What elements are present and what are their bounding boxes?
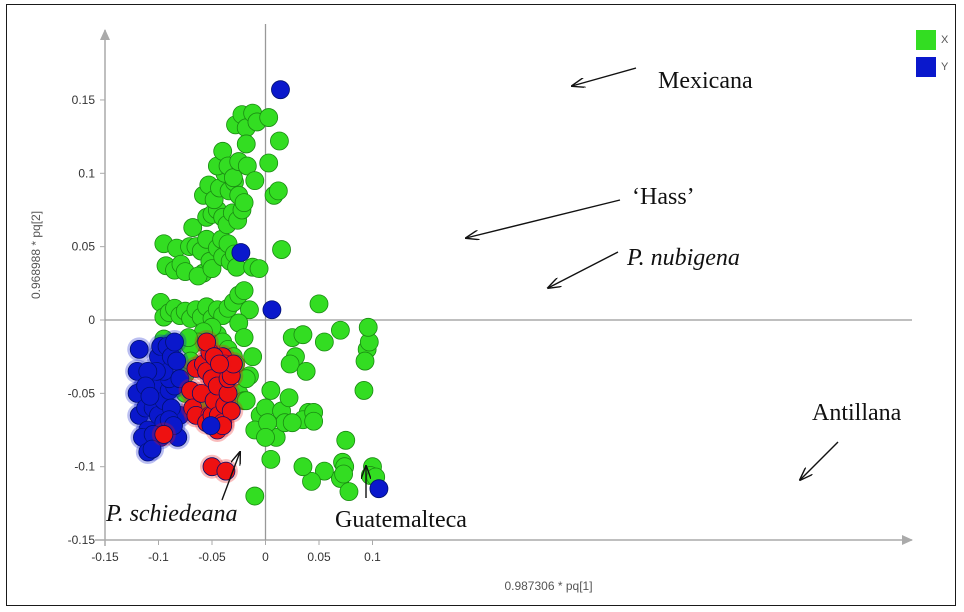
- data-point: [314, 332, 334, 352]
- data-point: [271, 80, 290, 100]
- y-tick-label: -0.15: [68, 533, 96, 547]
- x-axis-title: 0.987306 * pq[1]: [504, 579, 592, 593]
- data-point: [129, 339, 149, 359]
- data-point: [236, 391, 256, 411]
- y-tick-label: -0.05: [68, 386, 96, 400]
- data-point: [142, 439, 162, 459]
- x-tick-label: 0.05: [307, 550, 331, 564]
- data-point: [201, 416, 221, 436]
- annotation-arrow: [466, 199, 621, 238]
- x-tick-label: -0.1: [148, 550, 169, 564]
- data-point: [270, 131, 289, 151]
- x-tick-label: -0.15: [91, 550, 119, 564]
- legend-label: Y: [941, 61, 949, 73]
- data-point: [336, 430, 356, 450]
- data-point: [170, 369, 190, 389]
- annotation-arrow: [548, 251, 619, 288]
- series-red: [151, 330, 246, 484]
- y-tick-label: 0: [88, 313, 95, 327]
- data-point: [140, 386, 160, 406]
- data-point: [256, 427, 275, 447]
- data-point: [202, 259, 222, 279]
- x-tick-label: -0.05: [198, 550, 226, 564]
- data-point: [234, 193, 254, 213]
- legend-swatch: [916, 30, 936, 50]
- data-point: [221, 401, 241, 421]
- annotation-arrow: [572, 67, 637, 86]
- data-point: [234, 281, 254, 301]
- x-tick-label: 0: [262, 550, 269, 564]
- data-point: [334, 464, 354, 484]
- x-tick-label: 0.1: [364, 550, 381, 564]
- data-point: [314, 461, 334, 481]
- data-point: [355, 351, 375, 371]
- data-point: [245, 171, 265, 191]
- data-point: [354, 381, 374, 400]
- data-point: [280, 354, 300, 374]
- data-point: [272, 240, 291, 259]
- annotation-label: Antillana: [812, 400, 902, 426]
- annotation-label: ‘Hass’: [632, 184, 695, 210]
- data-point: [236, 134, 256, 154]
- data-point: [231, 243, 251, 262]
- y-tick-label: 0.15: [72, 93, 96, 107]
- data-marks: [125, 80, 389, 506]
- data-point: [154, 425, 174, 444]
- annotation-label: Guatemalteca: [335, 507, 467, 533]
- data-point: [293, 325, 313, 345]
- data-point: [262, 300, 282, 320]
- data-point: [249, 259, 269, 279]
- data-point: [210, 354, 229, 374]
- data-point: [259, 108, 279, 127]
- data-point: [304, 411, 324, 431]
- y-tick-label: 0.1: [78, 166, 95, 180]
- data-point: [261, 381, 281, 400]
- data-point: [282, 413, 302, 433]
- legend-label: X: [941, 34, 949, 46]
- annotation-label: Mexicana: [658, 68, 753, 94]
- y-axis-title: 0.968988 * pq[2]: [29, 211, 43, 299]
- legend: XY: [916, 30, 949, 77]
- y-tick-label: 0.05: [72, 240, 96, 254]
- data-point: [279, 388, 299, 408]
- data-point: [358, 317, 378, 337]
- data-point: [330, 320, 350, 340]
- data-point: [293, 457, 313, 477]
- annotation-arrow: [800, 441, 839, 480]
- data-point: [259, 153, 279, 173]
- annotation-label: P. schiedeana: [105, 501, 238, 527]
- legend-swatch: [916, 57, 936, 77]
- data-point: [296, 361, 316, 381]
- data-point: [268, 181, 288, 201]
- annotation-arrow: [221, 452, 240, 501]
- series-y: [201, 80, 389, 499]
- series-x: [151, 103, 386, 506]
- data-point: [243, 347, 263, 367]
- data-point: [369, 479, 389, 499]
- data-point: [261, 449, 281, 469]
- annotations-layer: Mexicana ‘Hass’ P. nubigena Antillana P. sch…: [105, 67, 902, 533]
- data-point: [183, 218, 203, 237]
- y-tick-label: -0.1: [74, 460, 95, 474]
- data-point: [240, 300, 259, 320]
- axes-layer: -0.15 -0.1 -0.05 0 0.05 0.1 -0.15 -0.1 -0.05 0 0.0…: [29, 24, 913, 593]
- data-point: [245, 486, 265, 506]
- annotation-label: P. nubigena: [626, 245, 740, 271]
- data-point: [165, 332, 184, 352]
- data-point: [339, 482, 359, 502]
- data-point: [309, 294, 329, 314]
- data-point: [302, 471, 321, 491]
- data-point: [234, 328, 254, 348]
